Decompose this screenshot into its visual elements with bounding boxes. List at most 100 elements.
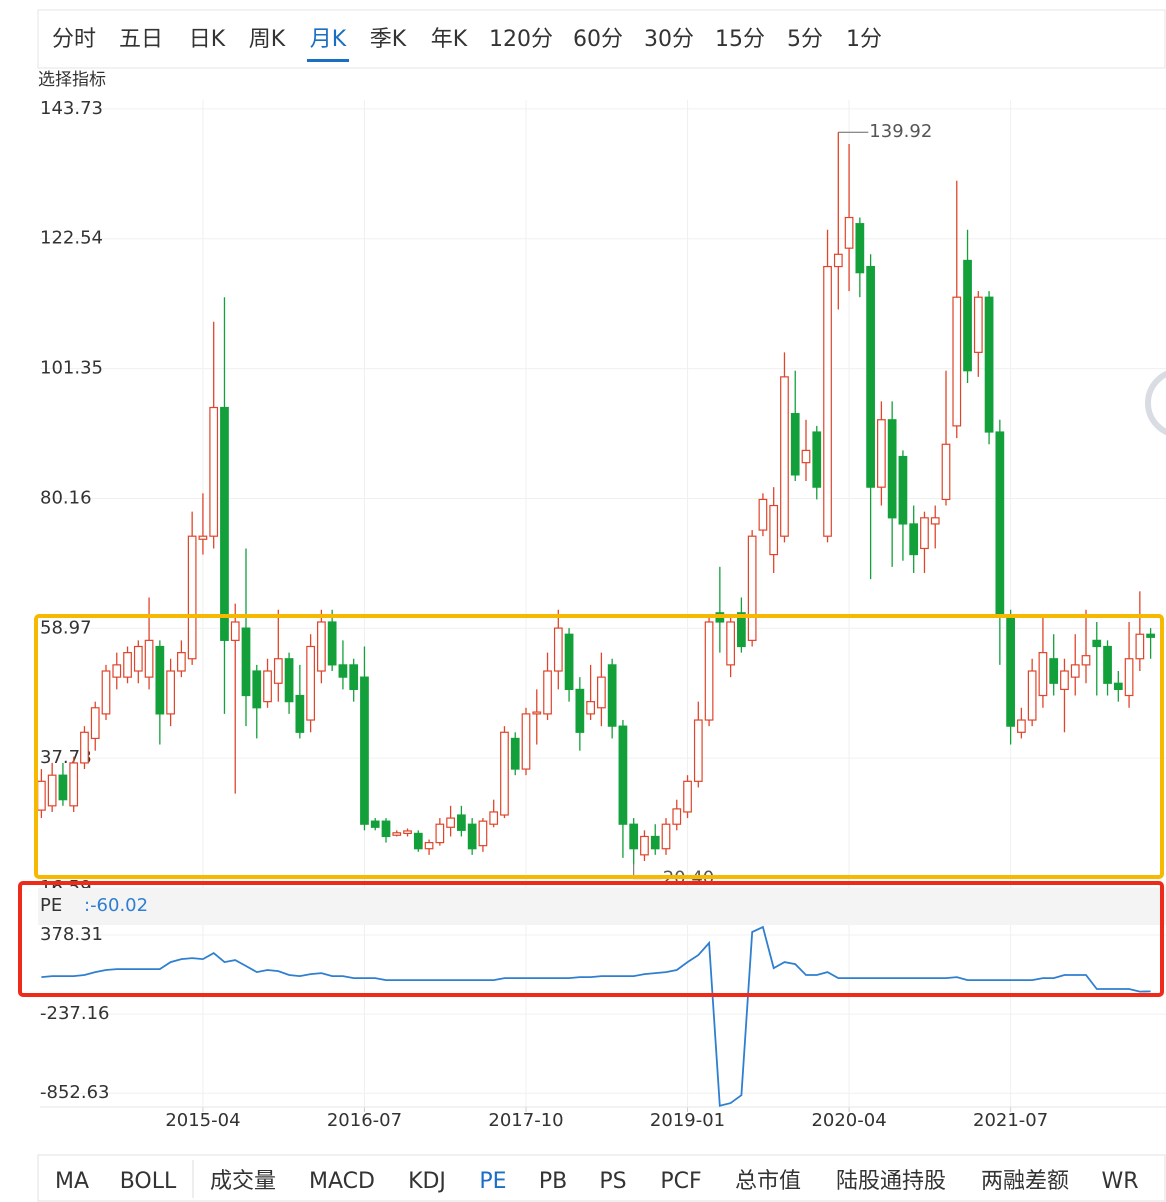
candle-body xyxy=(543,670,552,715)
candle-body xyxy=(1006,615,1015,727)
candle-body xyxy=(607,664,617,727)
indicator-tab[interactable]: BOLL xyxy=(120,1169,177,1194)
candle-body xyxy=(241,627,251,697)
candle-body xyxy=(1060,670,1069,690)
period-tab[interactable]: 周K xyxy=(249,27,286,52)
candle-body xyxy=(952,296,962,427)
candle-body xyxy=(930,517,940,525)
candle-body xyxy=(597,676,606,709)
candle-body xyxy=(317,621,326,672)
candle-body xyxy=(467,823,477,850)
indicator-tab[interactable]: 陆股通持股 xyxy=(836,1169,946,1194)
period-tab[interactable]: 分时 xyxy=(52,27,96,52)
candle-body xyxy=(1027,670,1037,721)
candle-body xyxy=(737,612,746,648)
candle-body xyxy=(338,664,348,678)
candle-body xyxy=(1113,682,1123,690)
candle-body xyxy=(629,823,639,850)
indicator-tab[interactable]: 总市值 xyxy=(735,1169,801,1194)
indicator-tab[interactable]: KDJ xyxy=(408,1169,446,1194)
candle-body xyxy=(47,774,57,807)
candle-body xyxy=(747,535,757,641)
period-tab[interactable]: 季K xyxy=(370,27,407,52)
period-tab[interactable]: 120分 xyxy=(489,27,553,52)
candle-body xyxy=(101,670,111,715)
candle-body xyxy=(984,296,994,433)
y-tick-label: 80.16 xyxy=(40,487,92,508)
candle-body xyxy=(252,670,262,709)
indicator-tab[interactable]: PCF xyxy=(660,1169,701,1194)
candle-body xyxy=(187,535,197,660)
x-tick-label: 2020-04 xyxy=(811,1110,886,1131)
y-tick-label: -237.16 xyxy=(40,1003,109,1024)
candle-body xyxy=(144,639,154,678)
period-tab-bar xyxy=(37,9,1166,69)
candle-body xyxy=(553,627,563,672)
candle-body xyxy=(295,694,305,733)
candle-body xyxy=(69,762,79,807)
period-tab[interactable]: 60分 xyxy=(573,27,623,52)
indicator-tab[interactable]: MA xyxy=(55,1169,89,1194)
pe-legend-value: :-60.02 xyxy=(84,895,148,916)
indicator-select[interactable]: 选择指标 xyxy=(38,70,106,90)
candle-body xyxy=(618,725,628,825)
candle-body xyxy=(424,841,434,850)
indicator-tab[interactable]: WR xyxy=(1101,1169,1138,1194)
period-tab[interactable]: 15分 xyxy=(715,27,765,52)
period-tab[interactable]: 5分 xyxy=(787,27,823,52)
candle-body xyxy=(381,820,391,838)
candle-body xyxy=(1103,645,1112,684)
period-tab[interactable]: 日K xyxy=(189,27,226,52)
candle-body xyxy=(435,823,445,844)
candle-body xyxy=(1124,658,1134,697)
pe-title: PE xyxy=(40,895,62,916)
candle-body xyxy=(521,713,531,770)
indicator-tab[interactable]: MACD xyxy=(309,1169,375,1194)
candle-body xyxy=(801,449,811,464)
period-tab[interactable]: 30分 xyxy=(644,27,694,52)
x-tick-label: 2021-07 xyxy=(973,1110,1048,1131)
period-tab[interactable]: 年K xyxy=(431,27,468,52)
indicator-tab[interactable]: PS xyxy=(599,1169,626,1194)
highlight-box xyxy=(18,881,1164,997)
candle-body xyxy=(112,664,122,678)
candle-body xyxy=(510,737,520,770)
candle-body xyxy=(273,658,283,684)
indicator-tab[interactable]: PB xyxy=(539,1169,567,1194)
candle-body xyxy=(478,820,488,847)
y-tick-label: 37.78 xyxy=(40,747,92,768)
candle-body xyxy=(575,688,585,733)
candle-body xyxy=(704,621,714,721)
candle-body xyxy=(693,719,703,782)
period-tab[interactable]: 五日 xyxy=(119,27,163,52)
y-tick-label: 58.97 xyxy=(40,617,92,638)
candle-body xyxy=(726,621,735,666)
candle-body xyxy=(532,711,542,715)
candle-body xyxy=(360,676,369,825)
indicator-tab[interactable]: PE xyxy=(479,1169,506,1194)
candle-body xyxy=(500,731,509,816)
candle-body xyxy=(780,376,789,537)
candle-body xyxy=(683,780,692,813)
period-tab[interactable]: 月K xyxy=(310,27,347,52)
candle-body xyxy=(887,419,897,519)
candle-body xyxy=(941,443,951,501)
candle-body xyxy=(973,296,983,353)
max-annotation: 139.92 xyxy=(869,121,932,142)
indicator-tab[interactable]: 成交量 xyxy=(210,1169,276,1194)
period-tab[interactable]: 1分 xyxy=(846,27,882,52)
candle-body xyxy=(349,664,359,690)
y-tick-label: 143.73 xyxy=(40,98,103,119)
indicator-tab-bar xyxy=(37,1154,1166,1202)
candle-body xyxy=(1092,639,1102,648)
candle-body xyxy=(898,455,908,525)
candle-body xyxy=(790,413,800,476)
candle-body xyxy=(640,835,649,856)
candle-body xyxy=(413,832,423,850)
candle-body xyxy=(650,835,660,850)
candle-body xyxy=(220,406,229,641)
indicator-tab[interactable]: 两融差额 xyxy=(981,1169,1069,1194)
candle-body xyxy=(177,652,186,672)
candle-body xyxy=(370,820,380,828)
